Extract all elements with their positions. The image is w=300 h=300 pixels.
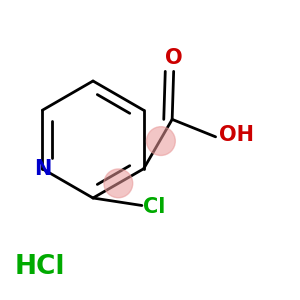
Circle shape (104, 169, 133, 198)
Text: O: O (165, 48, 182, 68)
Text: N: N (34, 159, 51, 179)
Text: HCl: HCl (15, 254, 65, 280)
Text: OH: OH (219, 125, 254, 145)
Text: Cl: Cl (143, 197, 166, 217)
Circle shape (146, 127, 175, 155)
